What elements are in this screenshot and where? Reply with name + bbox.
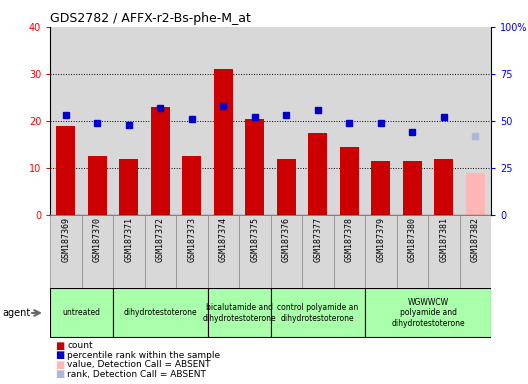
- Bar: [397, 215, 428, 288]
- Bar: [50, 27, 82, 215]
- Text: ■: ■: [55, 341, 65, 351]
- Bar: [208, 27, 239, 215]
- Bar: [56, 126, 76, 215]
- Bar: [428, 215, 459, 288]
- Bar: [113, 288, 208, 338]
- Bar: [340, 147, 359, 215]
- Text: GSM187373: GSM187373: [187, 217, 196, 262]
- Bar: [371, 161, 390, 215]
- Bar: [334, 27, 365, 215]
- Text: GSM187374: GSM187374: [219, 217, 228, 262]
- Text: rank, Detection Call = ABSENT: rank, Detection Call = ABSENT: [67, 370, 206, 379]
- Bar: [151, 107, 170, 215]
- Bar: [302, 27, 334, 215]
- Text: GSM187379: GSM187379: [376, 217, 385, 262]
- Bar: [302, 215, 334, 288]
- Bar: [208, 288, 271, 338]
- Bar: [334, 215, 365, 288]
- Text: untreated: untreated: [63, 308, 101, 318]
- Bar: [119, 159, 138, 215]
- Bar: [113, 27, 145, 215]
- Text: count: count: [67, 341, 93, 350]
- Text: bicalutamide and
dihydrotestoterone: bicalutamide and dihydrotestoterone: [202, 303, 276, 323]
- Text: GSM187370: GSM187370: [93, 217, 102, 262]
- Bar: [365, 215, 397, 288]
- Bar: [271, 288, 365, 338]
- Text: ■: ■: [55, 350, 65, 360]
- Text: GSM187378: GSM187378: [345, 217, 354, 262]
- Bar: [176, 215, 208, 288]
- Text: value, Detection Call = ABSENT: value, Detection Call = ABSENT: [67, 360, 211, 369]
- Bar: [246, 119, 265, 215]
- Text: GSM187371: GSM187371: [125, 217, 134, 262]
- Bar: [277, 159, 296, 215]
- Bar: [82, 215, 113, 288]
- Text: percentile rank within the sample: percentile rank within the sample: [67, 351, 220, 360]
- Text: dihydrotestoterone: dihydrotestoterone: [124, 308, 197, 318]
- Text: GSM187369: GSM187369: [61, 217, 70, 262]
- Bar: [271, 215, 302, 288]
- Bar: [214, 69, 233, 215]
- Bar: [403, 161, 422, 215]
- Text: GSM187382: GSM187382: [471, 217, 480, 262]
- Bar: [239, 215, 271, 288]
- Bar: [88, 156, 107, 215]
- Bar: [82, 27, 113, 215]
- Text: GSM187376: GSM187376: [282, 217, 291, 262]
- Text: GDS2782 / AFFX-r2-Bs-phe-M_at: GDS2782 / AFFX-r2-Bs-phe-M_at: [50, 12, 251, 25]
- Bar: [397, 27, 428, 215]
- Text: GSM187375: GSM187375: [250, 217, 259, 262]
- Bar: [208, 215, 239, 288]
- Bar: [113, 215, 145, 288]
- Bar: [50, 288, 113, 338]
- Text: agent: agent: [3, 308, 31, 318]
- Bar: [466, 173, 485, 215]
- Bar: [459, 215, 491, 288]
- Bar: [428, 27, 459, 215]
- Bar: [365, 27, 397, 215]
- Bar: [459, 27, 491, 215]
- Bar: [308, 133, 327, 215]
- Bar: [239, 27, 270, 215]
- Text: ■: ■: [55, 360, 65, 370]
- Bar: [270, 27, 302, 215]
- Text: ■: ■: [55, 369, 65, 379]
- Bar: [50, 215, 82, 288]
- Text: GSM187372: GSM187372: [156, 217, 165, 262]
- Bar: [176, 27, 208, 215]
- Bar: [145, 27, 176, 215]
- Bar: [183, 156, 201, 215]
- Text: control polyamide an
dihydrotestoterone: control polyamide an dihydrotestoterone: [277, 303, 359, 323]
- Text: GSM187380: GSM187380: [408, 217, 417, 262]
- Text: WGWWCW
polyamide and
dihydrotestoterone: WGWWCW polyamide and dihydrotestoterone: [391, 298, 465, 328]
- Text: GSM187381: GSM187381: [439, 217, 448, 262]
- Bar: [365, 288, 491, 338]
- Text: GSM187377: GSM187377: [313, 217, 322, 262]
- Bar: [435, 159, 453, 215]
- Bar: [145, 215, 176, 288]
